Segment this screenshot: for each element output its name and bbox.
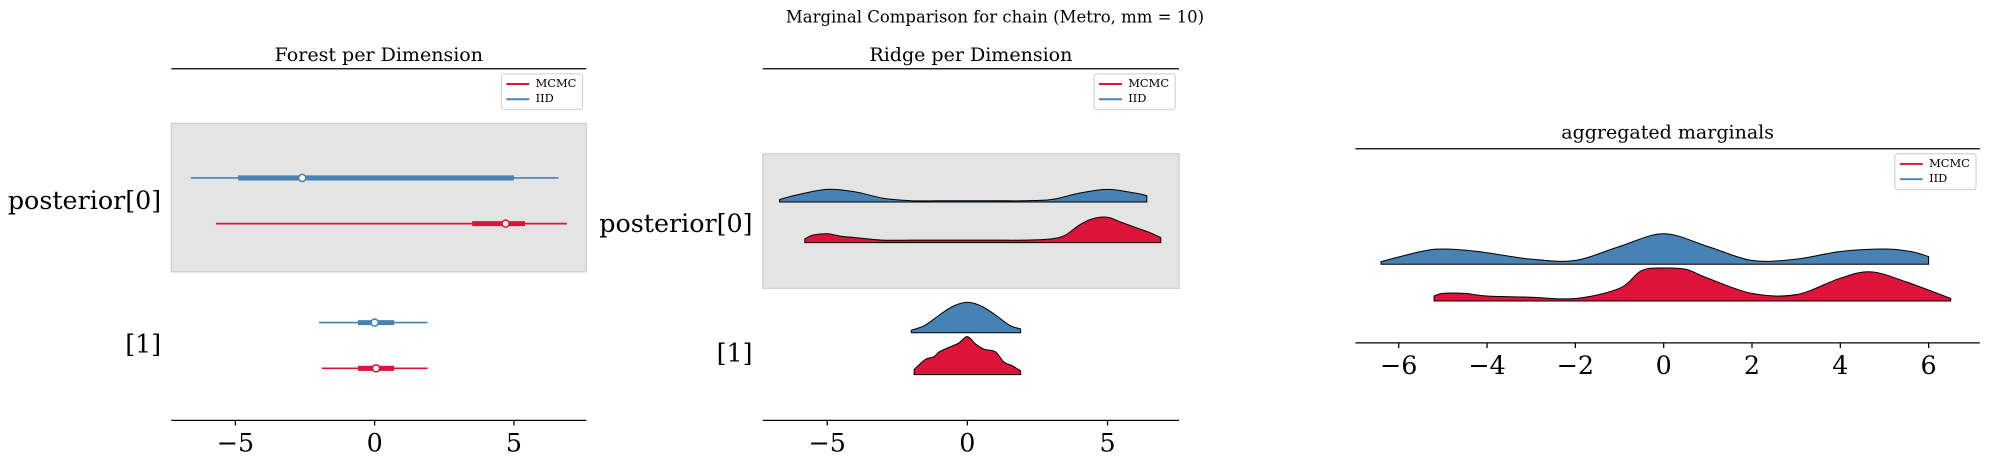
panel-title: Ridge per Dimension [869, 44, 1072, 66]
median-point [370, 318, 379, 327]
x-tick-label: −5 [217, 427, 254, 457]
x-tick-label: 6 [1921, 350, 1937, 380]
legend-label: IID [536, 91, 554, 105]
legend-box [1894, 153, 1977, 190]
figure-title: Marginal Comparison for chain (Metro, mm… [786, 8, 1204, 27]
row-label: [1] [125, 328, 161, 358]
legend-label: MCMC [1929, 156, 1970, 170]
legend-label: IID [1128, 91, 1146, 105]
legend-box [1093, 73, 1176, 110]
legend-label: MCMC [1128, 76, 1169, 90]
median-point [501, 219, 510, 228]
density-area [1380, 233, 1930, 265]
x-tick-label: 0 [1656, 350, 1672, 380]
x-tick-label: 4 [1832, 350, 1848, 380]
row-label: posterior[0] [8, 185, 161, 215]
x-tick-label: −4 [1468, 350, 1505, 380]
median-point [371, 363, 381, 373]
x-tick-label: −2 [1557, 350, 1594, 380]
row-band [170, 122, 587, 273]
x-tick-label: 5 [1099, 427, 1115, 457]
ridge [913, 336, 1022, 376]
ridge [804, 216, 1162, 244]
x-tick-label: 2 [1744, 350, 1760, 380]
row-label: posterior[0] [599, 208, 752, 238]
panel-title: Forest per Dimension [275, 44, 483, 66]
x-tick-label: −6 [1380, 350, 1417, 380]
x-tick-label: −5 [809, 427, 846, 457]
ridge [910, 301, 1022, 334]
x-tick-label: 0 [367, 427, 383, 457]
median-point [297, 173, 307, 183]
legend-label: MCMC [536, 76, 577, 90]
legend-box [500, 73, 584, 110]
row-label: [1] [717, 337, 753, 367]
panel-title: aggregated marginals [1561, 122, 1774, 144]
density-area [1433, 267, 1952, 302]
ridge [779, 188, 1148, 203]
x-tick-label: 0 [959, 427, 975, 457]
legend-label: IID [1929, 171, 1947, 185]
x-tick-label: 5 [506, 427, 522, 457]
